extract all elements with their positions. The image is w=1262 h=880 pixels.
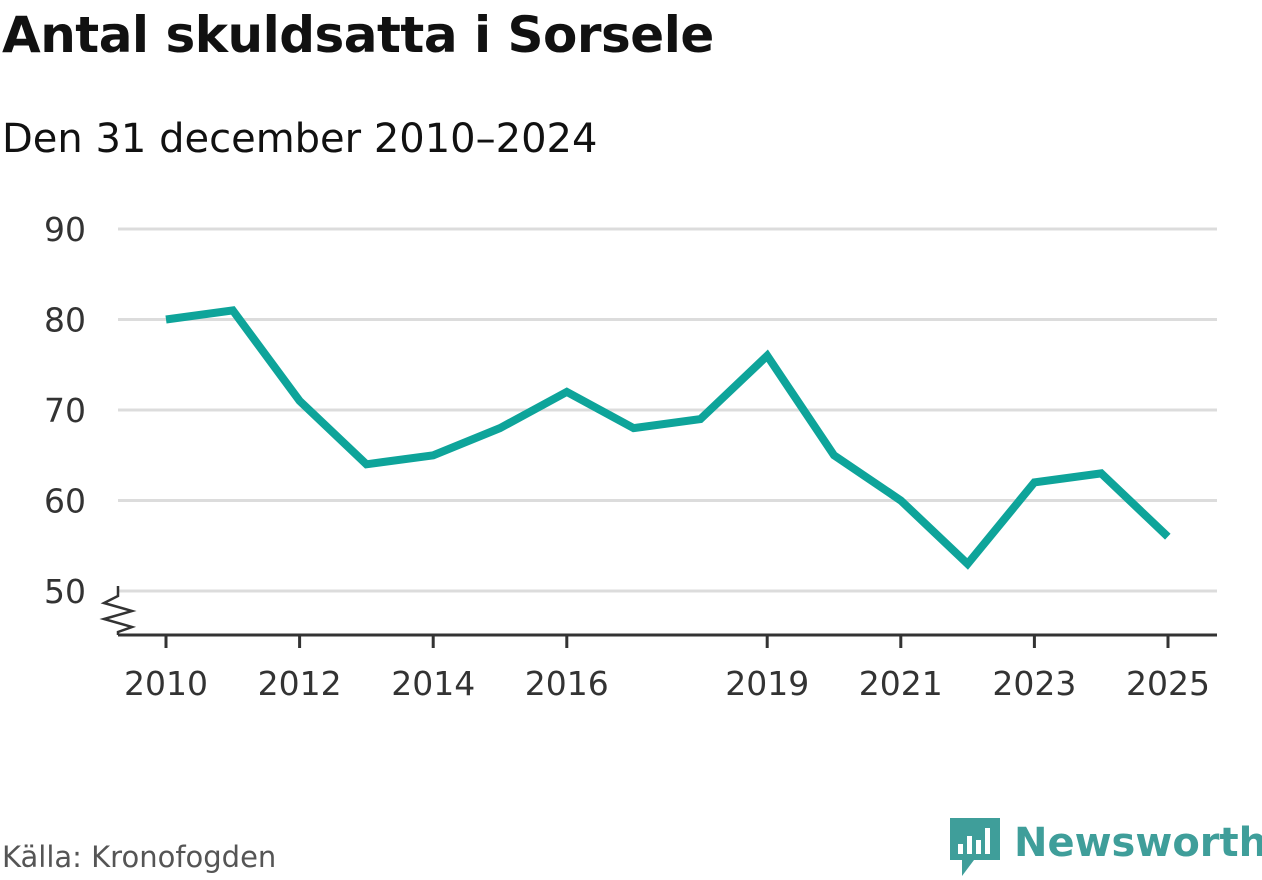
x-tick-label: 2016 <box>525 664 609 703</box>
x-tick-label: 2025 <box>1126 664 1210 703</box>
x-axis-tick-labels: 2010 2012 2014 2016 2019 2021 2023 2025 <box>124 664 1210 703</box>
axis-break-symbol <box>99 586 137 635</box>
x-tick-label: 2012 <box>258 664 342 703</box>
chart-subtitle: Den 31 december 2010–2024 <box>2 116 598 162</box>
x-tick-label: 2019 <box>725 664 809 703</box>
gridlines <box>118 227 1217 593</box>
x-tick-label: 2023 <box>992 664 1076 703</box>
series-line <box>165 306 1171 570</box>
y-tick-label: 50 <box>44 572 86 611</box>
series-layer <box>165 306 1171 570</box>
chart-title: Antal skuldsatta i Sorsele <box>2 6 714 64</box>
y-tick-label: 80 <box>44 301 86 340</box>
y-tick-label: 70 <box>44 391 86 430</box>
y-tick-label: 60 <box>44 482 86 521</box>
x-tick-label: 2010 <box>124 664 208 703</box>
brand-name: Newsworthy <box>1014 820 1262 866</box>
newsworthy-bar-chart-icon <box>950 818 1000 876</box>
brand-logo: Newsworthy <box>950 818 1262 880</box>
x-axis <box>99 586 1217 648</box>
y-axis-tick-labels: 50 60 70 80 90 <box>44 210 86 611</box>
x-tick-label: 2014 <box>391 664 475 703</box>
x-tick-label: 2021 <box>859 664 943 703</box>
source-note: Källa: Kronofogden <box>2 840 277 874</box>
y-tick-label: 90 <box>44 210 86 249</box>
